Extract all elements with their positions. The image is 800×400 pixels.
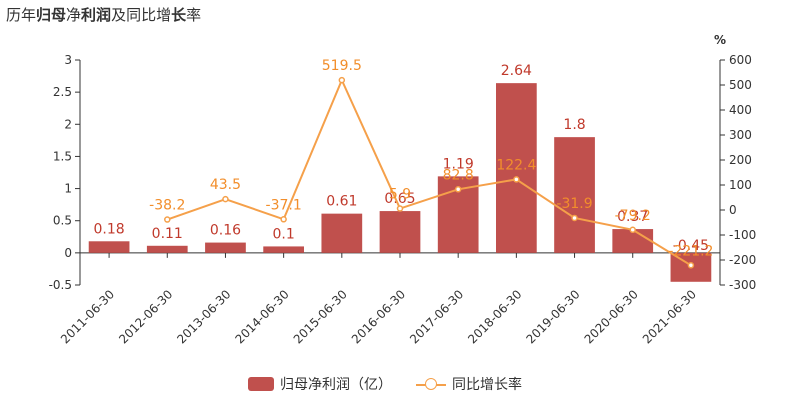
y-right-tick-label: 200 [729,153,752,167]
profit-bar-label: 1.19 [443,156,474,172]
growth-point [454,186,462,193]
growth-point-label: -37.1 [266,197,302,213]
legend-label-profit: 归母净利润（亿） [280,377,392,393]
profit-bar-label: 0.37 [617,209,648,225]
profit-bar [205,242,246,253]
title-part: 归母 [36,6,67,24]
profit-bar [263,246,304,253]
x-tick-label: 2020-06-30 [582,287,641,346]
y-left-tick-label: 1 [64,182,72,196]
growth-point [164,216,171,223]
y-right-tick-label: -300 [729,278,756,292]
growth-point-label: -31.9 [556,196,592,212]
x-tick-label: 2017-06-30 [407,287,466,346]
x-tick-label: 2019-06-30 [523,287,582,346]
growth-point-label: 82.8 [443,167,474,183]
y-left-tick-label: 3 [64,53,72,67]
growth-point-label: -79.2 [615,208,651,224]
y-left-tick-label: 0.5 [53,214,72,228]
x-tick-label: 2013-06-30 [174,287,233,346]
y-right-tick-label: -100 [729,228,756,242]
title-part: 长 [171,6,187,24]
y-left-tick-label: 2 [64,117,72,131]
growth-point-label: -221.2 [668,243,713,259]
growth-point-label: 519.5 [322,58,362,74]
title-part: 净 [66,6,82,24]
growth-point-label: 43.5 [210,177,241,193]
title-part: 历年 [6,6,37,24]
growth-point [222,195,229,203]
profit-bar-label: 0.61 [326,194,357,210]
x-tick-label: 2014-06-30 [233,287,292,346]
profit-bar-label: 0.65 [384,191,415,207]
growth-point-label: 122.4 [496,157,536,173]
profit-bar [321,213,363,253]
legend-item-profit[interactable]: 归母净利润（亿） [248,374,392,394]
growth-point [338,76,346,84]
x-tick-label: 2021-06-30 [640,287,699,346]
legend-item-growth[interactable]: 同比增长率 [416,374,522,394]
y-left-tick-label: 0 [64,246,72,260]
y-left-tick-label: 1.5 [53,149,72,163]
title-part: 率 [186,6,202,24]
y-right-tick-label: 300 [729,128,752,142]
y-right-tick-label: 600 [729,53,752,67]
profit-bar [379,211,421,253]
title-part: 利润 [81,6,112,24]
profit-bar-label: 2.64 [501,63,532,79]
legend-line-swatch [416,377,446,391]
profit-bar-label: 1.8 [563,117,585,133]
x-tick-label: 2012-06-30 [116,287,175,346]
y-right-tick-label: 0 [729,203,737,217]
profit-bar-label: -0.45 [673,238,709,254]
growth-point [396,205,404,212]
growth-point [513,176,520,183]
growth-point-label: 5.9 [389,187,411,203]
y-right-tick-label: 400 [729,103,752,117]
profit-bar-label: 0.1 [273,226,295,242]
legend: 归母净利润（亿） 同比增长率 [248,374,546,394]
y-right-unit-label: % [714,33,726,47]
x-tick-label: 2018-06-30 [465,287,524,346]
growth-line [166,77,692,267]
y-left-tick-label: -0.5 [49,278,72,292]
profit-bar-label: 0.11 [152,226,183,242]
profit-bar [496,83,537,253]
title-part: 及同比增 [111,6,172,24]
growth-point-label: -38.2 [149,198,185,214]
profit-bar [88,241,130,253]
chart-title: 历年归母净利润及同比增长率 [6,4,201,25]
x-tick-label: 2016-06-30 [349,287,408,346]
profit-bar [146,245,188,253]
profit-bar-label: 0.16 [210,223,241,239]
legend-bar-swatch [248,377,274,391]
legend-label-growth: 同比增长率 [452,377,522,393]
growth-point [687,262,695,269]
growth-point [629,226,636,234]
x-tick-label: 2011-06-30 [58,287,117,346]
y-right-tick-label: 500 [729,78,752,92]
y-right-tick-label: -200 [729,253,756,267]
y-left-tick-label: 2.5 [53,85,72,99]
y-right-tick-label: 100 [729,178,752,192]
growth-point [280,216,287,223]
growth-point [571,214,578,222]
profit-bar-label: 0.18 [94,221,125,237]
profit-bar [554,137,595,253]
x-tick-label: 2015-06-30 [291,287,350,346]
